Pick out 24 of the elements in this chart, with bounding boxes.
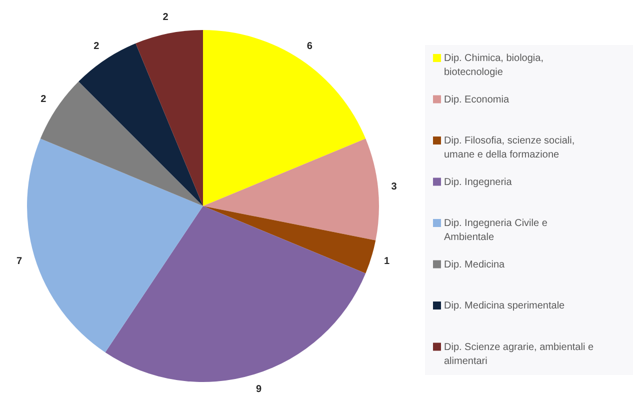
- data-label: 6: [306, 40, 313, 52]
- pie-slice: [40, 82, 203, 206]
- data-label: 2: [94, 40, 100, 52]
- pie-slice: [27, 138, 203, 352]
- data-label: 7: [16, 256, 22, 268]
- pie-slice: [105, 206, 366, 382]
- data-label: 3: [391, 182, 398, 193]
- legend-label: Dip. Economia: [444, 94, 510, 105]
- pie-slice: [136, 30, 203, 206]
- legend-label: Dip. Medicina: [444, 258, 506, 270]
- legend-label: Dip. Chimica, biologia, biotecnologie: [444, 52, 544, 78]
- data-label: 2: [162, 12, 169, 24]
- legend-label: Dip. Ingegneria: [444, 176, 512, 188]
- legend-label: Dip. Filosofia, scienze sociali, umane e della formazione: [444, 135, 575, 160]
- legend-label: Dip. Ingegneria Civile e Ambientale: [444, 218, 548, 242]
- data-label: 2: [40, 94, 47, 105]
- pie-slice: [203, 206, 376, 274]
- legend-label: Dip. Scienze agrarie, ambientali e alimentari: [444, 341, 594, 366]
- pie-slice: [203, 30, 366, 206]
- pie-slice: [78, 43, 203, 206]
- pie-slice: [203, 138, 379, 240]
- data-label: 9: [256, 384, 262, 396]
- data-label: 1: [384, 256, 390, 268]
- legend-label: Dip. Medicina sperimentale: [444, 300, 566, 311]
